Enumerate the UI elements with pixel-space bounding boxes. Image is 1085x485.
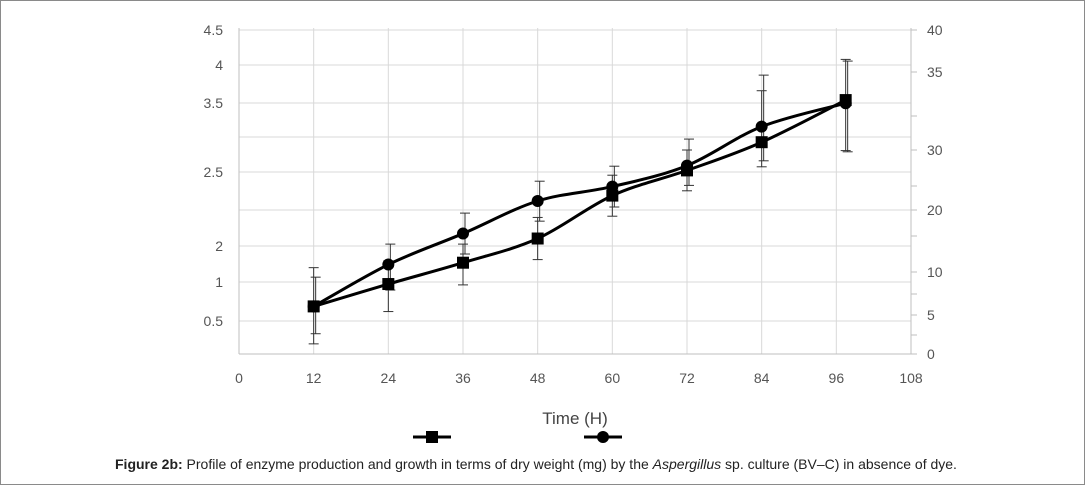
circle-marker bbox=[839, 97, 852, 110]
x-tick-label: 48 bbox=[530, 370, 546, 386]
x-tick-label: 96 bbox=[829, 370, 845, 386]
x-tick-label: 24 bbox=[381, 370, 397, 386]
legend-circle-marker bbox=[597, 431, 609, 443]
left-y-tick-label: 2 bbox=[215, 238, 223, 254]
left-y-tick-label: 0.5 bbox=[204, 313, 224, 329]
circle-marker bbox=[606, 180, 619, 193]
square-marker bbox=[531, 232, 544, 245]
circle-series-line bbox=[312, 101, 847, 308]
error-bars bbox=[308, 58, 853, 345]
circle-marker bbox=[681, 159, 693, 172]
right-y-tick-label: 5 bbox=[927, 307, 935, 323]
square-marker bbox=[382, 278, 395, 291]
caption-text-after: sp. culture (BV–C) in absence of dye. bbox=[721, 456, 957, 472]
square-marker bbox=[457, 256, 469, 269]
x-tick-label: 36 bbox=[455, 370, 471, 386]
square-marker bbox=[606, 189, 619, 202]
left-y-tick-label: 4 bbox=[215, 57, 223, 73]
right-y-tick-label: 30 bbox=[927, 142, 943, 158]
x-tick-label: 72 bbox=[679, 370, 695, 386]
x-tick-label: 12 bbox=[306, 370, 322, 386]
circle-marker bbox=[382, 258, 395, 271]
right-y-tick-label: 40 bbox=[927, 22, 943, 38]
series-lines bbox=[312, 98, 847, 308]
grid-lines bbox=[239, 28, 912, 354]
x-tick-label: 84 bbox=[754, 370, 770, 386]
left-y-tick-label: 1 bbox=[215, 274, 223, 290]
right-y-tick-label: 20 bbox=[927, 202, 943, 218]
legend-square-marker bbox=[426, 431, 438, 443]
left-y-tick-label: 2.5 bbox=[204, 164, 224, 180]
chart: 0 12 24 36 48 60 72 84 96 1080.5122.53.544.505102… bbox=[204, 22, 943, 443]
right-y-tick-label: 35 bbox=[927, 64, 943, 80]
circle-marker bbox=[531, 195, 544, 207]
left-y-tick-label: 4.5 bbox=[204, 22, 224, 38]
tick-labels: 0 12 24 36 48 60 72 84 96 1080.5122.53.544.505102… bbox=[204, 22, 943, 386]
x-axis-label: Time (H) bbox=[542, 409, 607, 428]
caption-text-before: Profile of enzyme production and growth … bbox=[182, 456, 653, 472]
x-tick-label: 0 bbox=[235, 370, 243, 386]
right-y-tick-label: 10 bbox=[927, 264, 943, 280]
x-tick-label: 60 bbox=[605, 370, 621, 386]
square-series-line bbox=[313, 98, 847, 308]
left-y-tick-label: 3.5 bbox=[204, 95, 224, 111]
square-marker bbox=[755, 136, 768, 149]
caption-organism: Aspergillus bbox=[652, 456, 722, 472]
legend bbox=[413, 431, 622, 443]
right-y-tick-label: 0 bbox=[927, 346, 935, 362]
caption-label: Figure 2b: bbox=[115, 456, 183, 472]
axes bbox=[238, 28, 917, 355]
x-tick-label: 108 bbox=[899, 370, 923, 386]
circle-marker bbox=[755, 120, 768, 133]
circle-marker bbox=[457, 227, 469, 240]
series-markers bbox=[307, 94, 852, 313]
figure-caption: Figure 2b: Profile of enzyme production … bbox=[115, 456, 1075, 472]
circle-marker bbox=[307, 300, 320, 313]
